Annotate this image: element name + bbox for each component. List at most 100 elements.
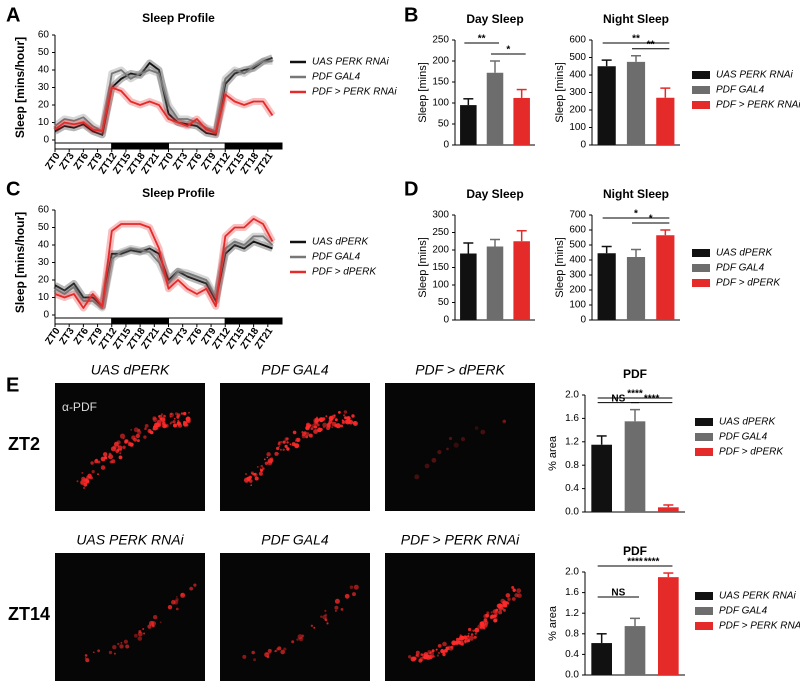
stained-dot — [84, 654, 88, 657]
stained-dot — [274, 649, 278, 653]
stained-dot — [137, 428, 141, 432]
y-tick-label: 0 — [43, 135, 49, 146]
stained-dot — [326, 622, 329, 625]
legend-label: UAS PERK RNAi — [716, 70, 793, 81]
panel-label: A — [6, 4, 20, 26]
stained-dot — [260, 464, 264, 468]
y-tick-label: 200 — [432, 245, 449, 256]
y-tick-label: 200 — [569, 285, 586, 296]
stained-dot — [414, 474, 420, 480]
stained-dot — [125, 644, 130, 649]
stained-dot — [124, 439, 128, 443]
stained-dot — [144, 427, 147, 431]
stained-dot — [134, 633, 138, 638]
stained-dot — [436, 654, 439, 657]
stained-dot — [137, 631, 143, 637]
stained-dot — [251, 650, 255, 655]
chart-title: Night Sleep — [603, 187, 669, 201]
stained-dot — [468, 627, 472, 632]
bar — [460, 253, 477, 320]
y-tick-label: 300 — [569, 270, 586, 281]
y-axis-label: Sleep [mins/hour] — [13, 37, 27, 138]
y-tick-label: 100 — [432, 280, 449, 291]
stained-dot — [242, 654, 247, 659]
y-tick-label: 0 — [580, 315, 586, 326]
panel-label: E — [6, 374, 19, 396]
stained-dot — [322, 615, 327, 620]
stained-dot — [167, 605, 173, 610]
stained-dot — [149, 430, 154, 435]
stained-dot — [349, 585, 354, 589]
column-title: PDF > PERK RNAi — [401, 532, 520, 548]
stained-dot — [301, 432, 306, 437]
stained-dot — [431, 649, 435, 653]
stained-dot — [340, 608, 344, 611]
y-tick-label: 150 — [432, 262, 449, 273]
stained-dot — [245, 473, 247, 475]
stained-dot — [116, 440, 121, 445]
legend-swatch — [695, 622, 713, 630]
stained-dot — [334, 605, 339, 610]
stained-dot — [248, 475, 252, 479]
y-tick-label: 2.0 — [565, 567, 579, 578]
column-title: PDF GAL4 — [261, 532, 329, 548]
stained-dot — [286, 441, 289, 444]
y-tick-label: 10 — [38, 292, 50, 303]
y-tick-label: 1.2 — [565, 608, 579, 619]
stained-dot — [117, 642, 120, 646]
stained-dot — [278, 441, 281, 444]
y-tick-label: 100 — [569, 122, 586, 133]
stained-dot — [427, 650, 432, 655]
y-axis-label: Sleep [mins] — [417, 62, 429, 123]
stained-dot — [418, 658, 423, 663]
y-tick-label: 100 — [569, 300, 586, 311]
stained-dot — [172, 420, 176, 424]
stained-dot — [133, 427, 139, 433]
y-tick-label: 0 — [43, 310, 49, 321]
stained-dot — [112, 445, 117, 450]
chart-title: PDF — [623, 544, 647, 558]
stained-dot — [295, 437, 299, 442]
legend-label: PDF GAL4 — [716, 263, 765, 274]
y-tick-label: 0.0 — [565, 670, 579, 681]
stained-dot — [327, 421, 331, 425]
stained-dot — [174, 418, 176, 420]
stained-dot — [282, 440, 286, 444]
panel-label: D — [404, 178, 418, 200]
stained-dot — [188, 411, 190, 414]
stained-dot — [131, 435, 136, 440]
bar — [513, 97, 530, 145]
stained-dot — [135, 433, 140, 439]
stained-dot — [284, 437, 289, 442]
stained-dot — [442, 641, 447, 647]
legend-label: PDF GAL4 — [719, 606, 768, 617]
significance-label: ** — [647, 39, 655, 50]
stained-dot — [263, 458, 266, 461]
y-tick-label: 0.0 — [565, 507, 579, 518]
y-tick-label: 0 — [580, 140, 586, 151]
y-tick-label: 40 — [38, 240, 50, 251]
stained-dot — [458, 638, 461, 641]
stained-dot — [512, 588, 516, 592]
stained-dot — [437, 644, 442, 648]
stained-dot — [313, 429, 318, 434]
y-tick-label: 1.6 — [565, 413, 579, 424]
stained-dot — [348, 419, 354, 425]
y-tick-label: 0 — [443, 315, 449, 326]
legend-swatch — [692, 101, 710, 109]
stained-dot — [424, 463, 430, 469]
stained-dot — [323, 426, 325, 429]
stained-dot — [334, 598, 340, 604]
stained-dot — [511, 586, 515, 589]
stained-dot — [334, 424, 338, 428]
stained-dot — [500, 598, 506, 604]
significance-label: NS — [611, 588, 625, 599]
stained-dot — [80, 480, 85, 485]
stained-dot — [294, 443, 300, 449]
stained-dot — [507, 597, 511, 601]
stained-dot — [279, 448, 282, 451]
y-tick-label: 150 — [432, 77, 449, 88]
stained-dot — [458, 640, 464, 646]
y-tick-label: 0.4 — [565, 649, 579, 660]
y-axis-label: Sleep [mins/hour] — [13, 212, 27, 313]
